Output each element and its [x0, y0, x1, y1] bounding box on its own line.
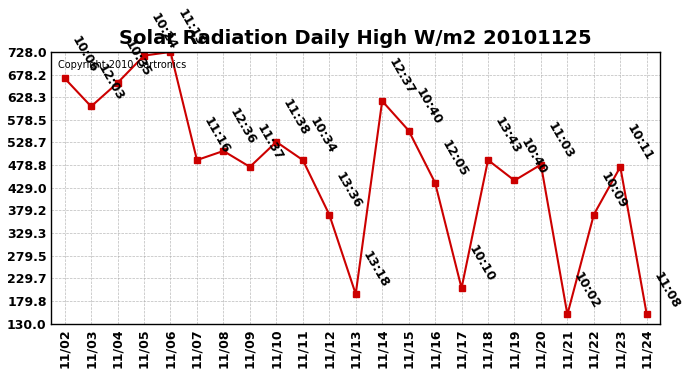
- Text: 11:08: 11:08: [651, 270, 682, 311]
- Text: 10:10: 10:10: [466, 243, 497, 285]
- Text: 11:16: 11:16: [201, 116, 232, 156]
- Text: 10:40: 10:40: [413, 86, 444, 127]
- Text: 12:05: 12:05: [439, 138, 471, 179]
- Text: 10:34: 10:34: [307, 116, 338, 156]
- Text: Copyright 2010 Cartronics: Copyright 2010 Cartronics: [57, 60, 186, 70]
- Text: 10:24: 10:24: [148, 11, 179, 52]
- Text: 11:38: 11:38: [280, 98, 311, 138]
- Text: 13:18: 13:18: [359, 249, 391, 290]
- Text: 12:36: 12:36: [228, 106, 259, 147]
- Text: 10:02: 10:02: [571, 270, 602, 311]
- Text: 10:35: 10:35: [121, 38, 152, 79]
- Text: 13:36: 13:36: [333, 170, 364, 211]
- Text: 11:15: 11:15: [175, 7, 206, 48]
- Text: 12:03: 12:03: [95, 62, 126, 103]
- Text: 10:06: 10:06: [68, 34, 100, 75]
- Text: 13:43: 13:43: [492, 116, 523, 156]
- Text: 12:37: 12:37: [386, 56, 417, 98]
- Text: 10:09: 10:09: [598, 170, 629, 211]
- Title: Solar Radiation Daily High W/m2 20101125: Solar Radiation Daily High W/m2 20101125: [119, 28, 592, 48]
- Text: 10:11: 10:11: [624, 122, 656, 163]
- Text: 11:03: 11:03: [545, 120, 576, 161]
- Text: 10:40: 10:40: [518, 136, 550, 177]
- Text: 11:37: 11:37: [254, 122, 285, 163]
